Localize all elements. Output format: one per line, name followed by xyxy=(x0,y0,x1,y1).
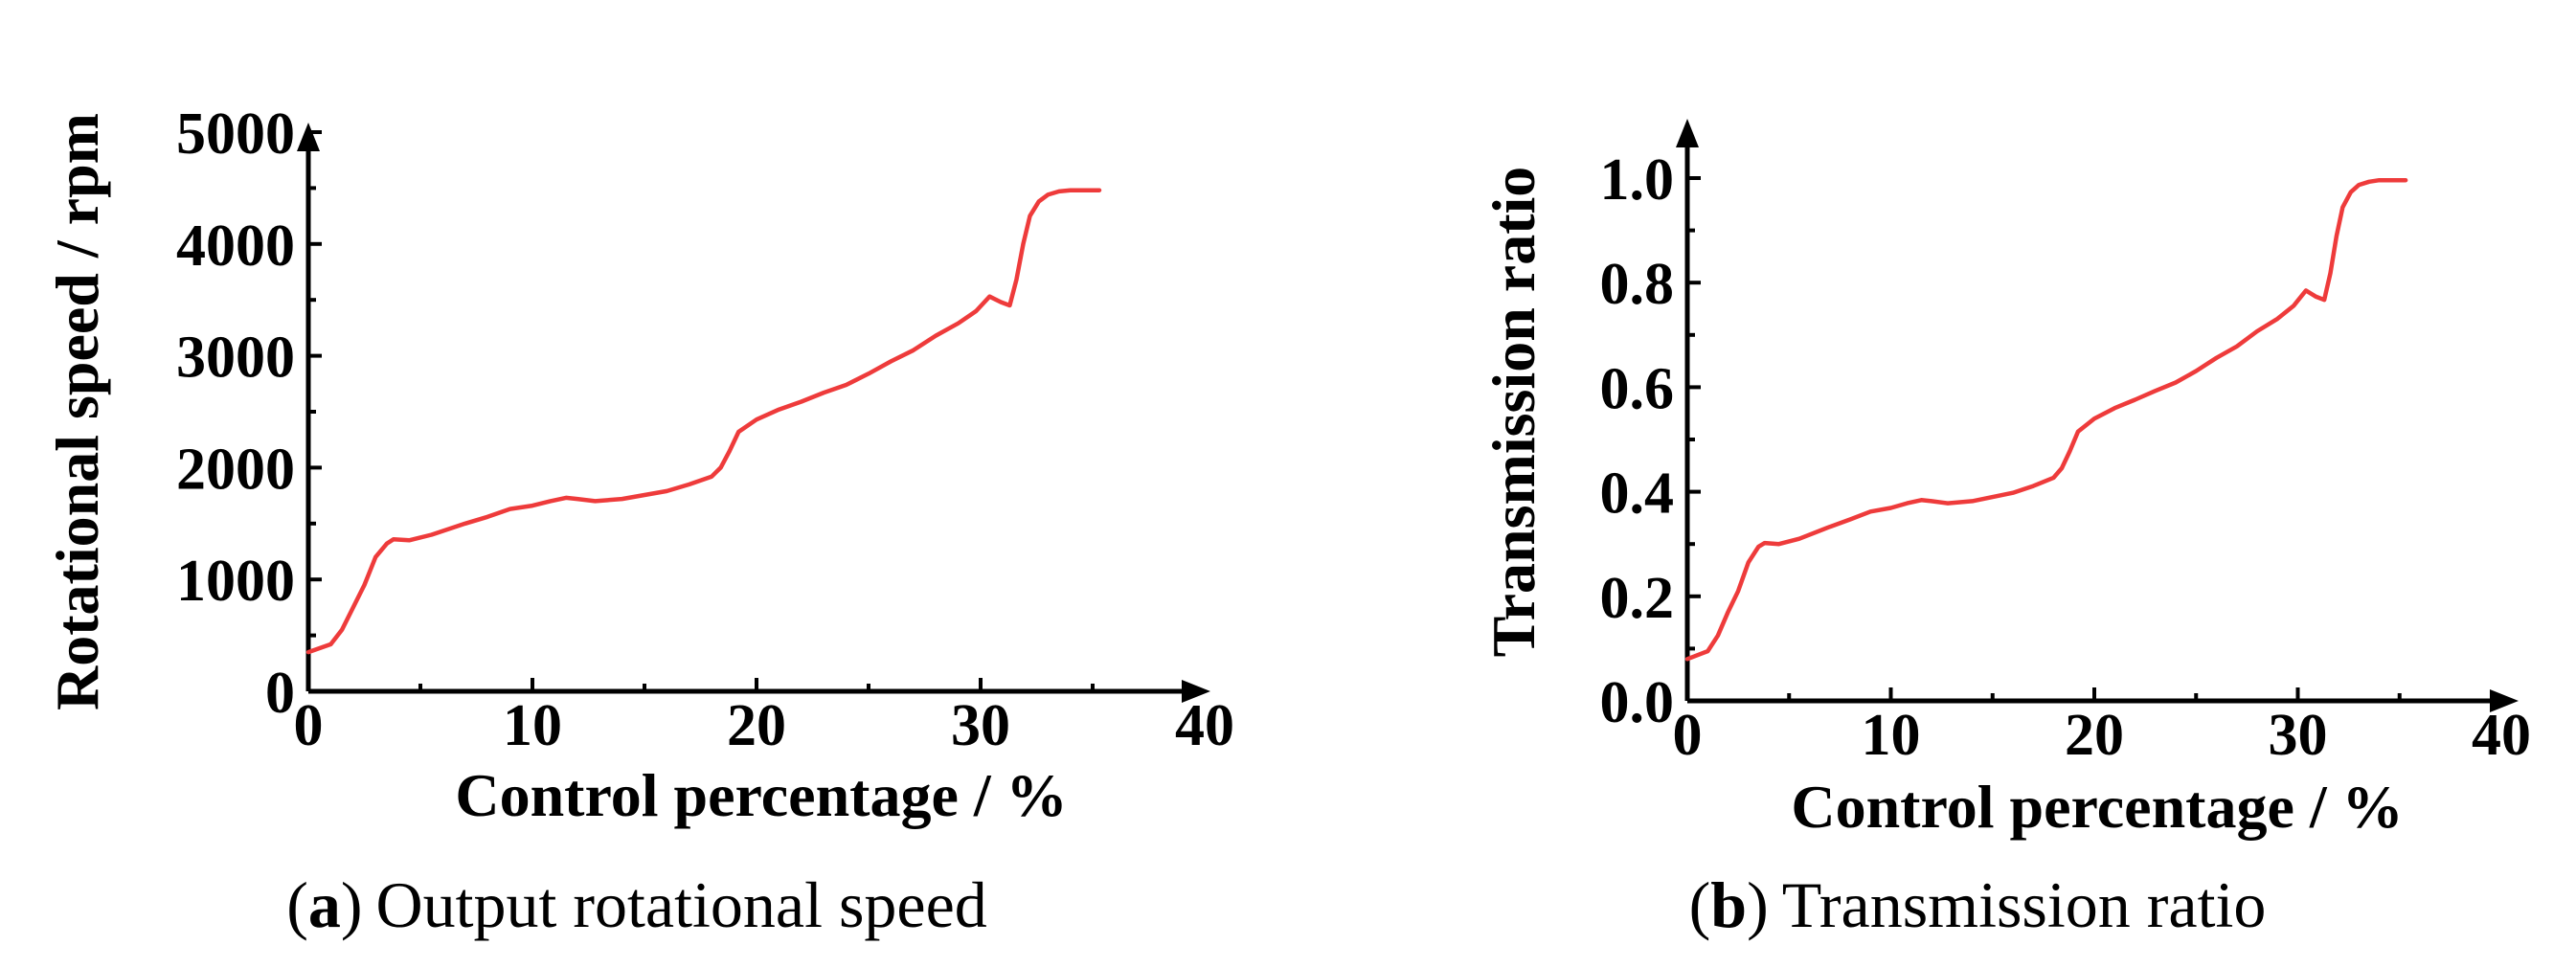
panel-a-x-tick-label: 0 xyxy=(294,693,324,758)
panel-b-caption-open: ( xyxy=(1689,868,1711,941)
panel-b-x-axis-title: Control percentage / % xyxy=(1791,773,2403,841)
panel-b-y-tick-label: 0.0 xyxy=(1600,670,1675,735)
panel-b-y-axis-arrow xyxy=(1676,119,1699,147)
panel-a-x-axis-arrow xyxy=(1182,680,1210,703)
panel-a-y-tick-label: 1000 xyxy=(176,549,295,614)
panel-b-x-tick-label: 30 xyxy=(2269,703,2328,768)
panel-a-y-tick-label: 5000 xyxy=(176,101,295,167)
panel-a-caption: (a) Output rotational speed xyxy=(286,868,987,941)
panel-b-y-tick-label: 0.4 xyxy=(1600,461,1675,527)
panel-b-x-tick-label: 0 xyxy=(1673,703,1703,768)
panel-a-y-tick-label: 3000 xyxy=(176,326,295,391)
panel-a-y-tick-labels: 0 1000 2000 3000 4000 5000 xyxy=(176,101,295,726)
panel-a-x-tick-label: 40 xyxy=(1175,693,1234,758)
panel-b-caption-letter: b xyxy=(1710,868,1747,941)
panel-a-y-tick-label: 4000 xyxy=(176,214,295,279)
panel-b-y-tick-label: 0.8 xyxy=(1600,252,1675,317)
panel-a-x-tick-label: 20 xyxy=(727,693,786,758)
panel-a-x-tick-labels: 0 10 20 30 40 xyxy=(294,693,1235,758)
panel-b-y-tick-labels: 0.0 0.2 0.4 0.6 0.8 1.0 xyxy=(1600,147,1675,735)
panel-a-caption-letter: a xyxy=(308,868,341,941)
panel-a-y-axis-title: Rotational speed / rpm xyxy=(43,113,111,710)
panel-a-x-axis-title: Control percentage / % xyxy=(455,761,1067,829)
panel-a-y-tick-label: 2000 xyxy=(176,437,295,502)
panel-b-caption: (b) Transmission ratio xyxy=(1689,868,2267,941)
panel-a-y-ticks xyxy=(308,130,322,638)
panel-b-y-axis-title: Transmission ratio xyxy=(1480,167,1548,658)
panel-b-x-axis-arrow xyxy=(2490,689,2519,712)
panel-b-x-tick-label: 40 xyxy=(2472,703,2531,768)
panel-b-y-ticks xyxy=(1687,176,1701,651)
panel-b-x-ticks xyxy=(1787,687,2402,701)
panel-a-caption-open: ( xyxy=(286,868,308,941)
panel-b-y-tick-label: 0.2 xyxy=(1600,566,1675,631)
panel-a-x-tick-label: 10 xyxy=(503,693,562,758)
panel-b-x-tick-label: 10 xyxy=(1862,703,1921,768)
panel-b-x-tick-labels: 0 10 20 30 40 xyxy=(1673,703,2532,768)
panel-b-y-tick-label: 0.6 xyxy=(1600,356,1675,421)
panel-a-series-line xyxy=(305,188,1102,655)
panel-b-series-line xyxy=(1684,177,2408,662)
panel-b-caption-text: Transmission ratio xyxy=(1782,868,2267,941)
panel-a-rotational-speed: 0 10 20 30 40 0 1000 2000 3000 4000 5000 Control … xyxy=(43,101,1234,941)
panel-b-transmission-ratio: 0 10 20 30 40 0.0 0.2 0.4 0.6 0.8 1.0 Control per… xyxy=(1480,119,2531,941)
panel-b-x-tick-label: 20 xyxy=(2065,703,2124,768)
panel-a-caption-text: Output rotational speed xyxy=(376,868,987,941)
panel-a-y-axis-arrow xyxy=(297,123,320,151)
panel-a-caption-close: ) xyxy=(341,868,363,941)
panel-b-y-tick-label: 1.0 xyxy=(1600,147,1675,213)
panel-a-x-ticks xyxy=(418,678,1095,691)
panel-b-caption-close: ) xyxy=(1747,868,1769,941)
panel-a-x-tick-label: 30 xyxy=(951,693,1010,758)
panel-a-y-tick-label: 0 xyxy=(265,661,295,726)
